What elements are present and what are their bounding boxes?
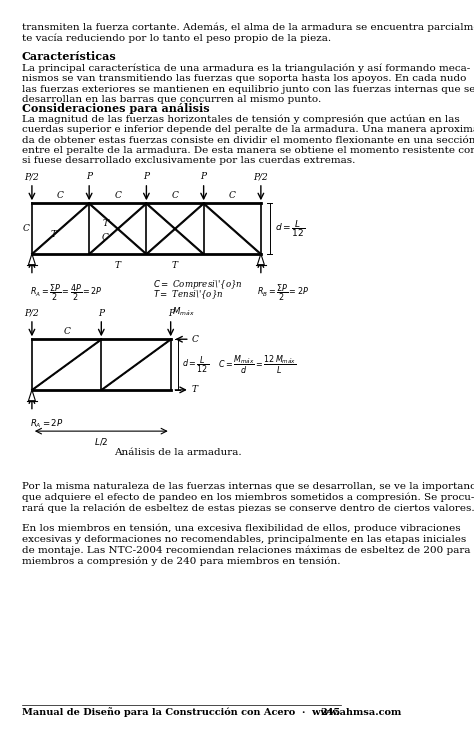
- Text: C: C: [172, 191, 178, 201]
- Text: C: C: [22, 224, 29, 233]
- Text: C: C: [57, 191, 64, 201]
- Text: Características: Características: [21, 51, 116, 62]
- Text: T: T: [51, 230, 57, 239]
- Text: $L/2$: $L/2$: [94, 436, 109, 447]
- Text: T: T: [115, 261, 121, 270]
- Text: $R_A=2P$: $R_A=2P$: [30, 417, 64, 430]
- Polygon shape: [28, 254, 36, 265]
- Text: C: C: [114, 191, 121, 201]
- Text: P/2: P/2: [25, 173, 39, 182]
- Text: T: T: [172, 261, 178, 270]
- Text: 245: 245: [320, 708, 341, 717]
- Text: P: P: [98, 308, 104, 318]
- Text: Análisis de la armadura.: Análisis de la armadura.: [114, 448, 241, 457]
- Text: $R_B=\dfrac{\Sigma P}{2}=2P$: $R_B=\dfrac{\Sigma P}{2}=2P$: [257, 283, 310, 303]
- Text: $d=\dfrac{L}{12}$: $d=\dfrac{L}{12}$: [275, 218, 305, 239]
- Text: P: P: [168, 308, 173, 318]
- Text: C: C: [63, 327, 70, 336]
- Text: P: P: [144, 173, 149, 182]
- Text: C: C: [229, 191, 236, 201]
- Text: Consideraciones para análisis: Consideraciones para análisis: [21, 102, 209, 113]
- Text: P/2: P/2: [25, 308, 39, 318]
- Text: $M_{m\acute{a}x}$: $M_{m\acute{a}x}$: [172, 305, 194, 318]
- Text: $R_A=\dfrac{\Sigma P}{2}=\dfrac{4P}{2}=2P$: $R_A=\dfrac{\Sigma P}{2}=\dfrac{4P}{2}=2…: [30, 283, 103, 303]
- Text: P: P: [86, 173, 92, 182]
- Text: $C=$ Compresi\'{o}n: $C=$ Compresi\'{o}n: [153, 277, 243, 291]
- Text: Por la misma naturaleza de las fuerzas internas que se desarrollan, se ve la imp: Por la misma naturaleza de las fuerzas i…: [21, 482, 474, 513]
- Text: P/2: P/2: [254, 173, 268, 182]
- Text: C: C: [191, 335, 198, 344]
- Text: C: C: [102, 233, 109, 242]
- Text: La principal característica de una armadura es la triangulación y así formando m: La principal característica de una armad…: [21, 64, 474, 104]
- Text: La magnitud de las fuerzas horizontales de tensión y compresión que actúan en la: La magnitud de las fuerzas horizontales …: [21, 114, 474, 165]
- Text: $d=\dfrac{L}{12}$: $d=\dfrac{L}{12}$: [182, 354, 209, 375]
- Text: T: T: [191, 385, 198, 395]
- Polygon shape: [28, 390, 36, 400]
- Text: $C=\dfrac{M_{m\acute{a}x}}{d}=\dfrac{12\,M_{m\acute{a}x}}{L}$: $C=\dfrac{M_{m\acute{a}x}}{d}=\dfrac{12\…: [218, 354, 296, 376]
- Text: $T=$ Tensi\'{o}n: $T=$ Tensi\'{o}n: [153, 288, 224, 301]
- Text: T: T: [102, 219, 108, 228]
- Text: transmiten la fuerza cortante. Además, el alma de la armadura se encuentra parci: transmiten la fuerza cortante. Además, e…: [21, 22, 474, 42]
- Text: P: P: [201, 173, 207, 182]
- Text: En los miembros en tensión, una excesiva flexibilidad de ellos, produce vibracio: En los miembros en tensión, una excesiva…: [21, 524, 470, 566]
- Text: Manual de Diseño para la Construcción con Acero  ·  www.ahmsa.com: Manual de Diseño para la Construcción co…: [21, 708, 401, 717]
- Polygon shape: [257, 254, 264, 265]
